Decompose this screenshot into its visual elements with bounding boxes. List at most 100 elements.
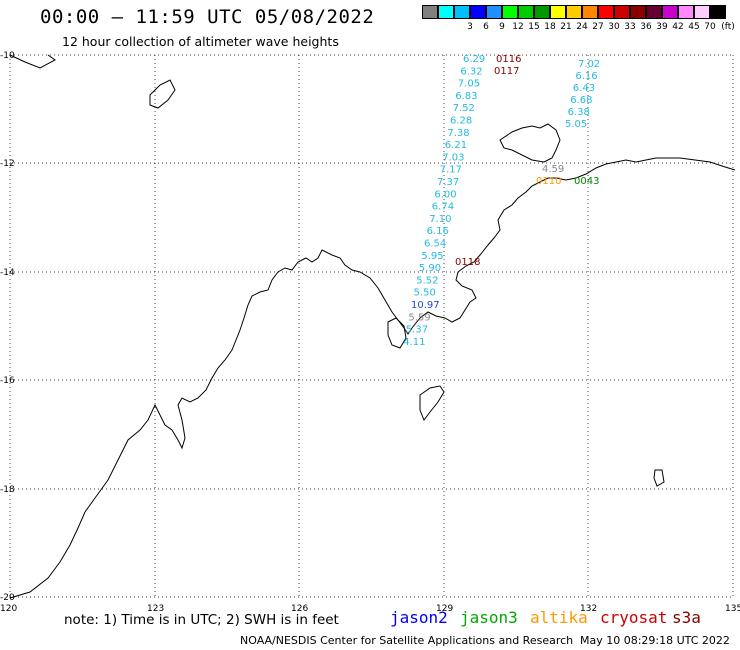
footer-credit: NOAA/NESDIS Center for Satellite Applica… (240, 634, 574, 647)
lon-tick-label: 129 (436, 604, 453, 614)
wave-height-label: 6.29 (463, 54, 485, 65)
legend-swatch (454, 5, 470, 19)
legend-swatch (662, 5, 678, 19)
lat-tick-label: -20 (0, 593, 15, 603)
lat-tick-label: -10 (0, 51, 15, 61)
legend-swatch (598, 5, 614, 19)
wave-height-label: 5.05 (565, 119, 587, 130)
satellite-name-jason2: jason2 (390, 608, 448, 627)
lon-tick-label: 120 (0, 604, 17, 614)
wave-height-label: 5.95 (421, 251, 443, 262)
wave-height-label: 6.00 (434, 189, 456, 200)
chart-subtitle: 12 hour collection of altimeter wave hei… (62, 34, 339, 49)
altika-label-1: 4.59 (542, 164, 564, 175)
wave-height-label: 5.59 (408, 312, 430, 323)
wave-height-label: 7.05 (458, 79, 480, 90)
lat-tick-label: -14 (0, 268, 15, 278)
altika-label-2: 0110 (536, 176, 561, 187)
lon-tick-label: 126 (291, 604, 308, 614)
wave-height-label: 5.37 (406, 325, 428, 336)
legend-label: 36 (640, 22, 652, 32)
legend-swatch (630, 5, 646, 19)
wave-height-label: 5.50 (414, 288, 436, 299)
legend-swatch (710, 5, 726, 19)
wave-height-label: 7.38 (447, 128, 469, 139)
wave-height-label: 6.16 (427, 226, 449, 237)
legend-swatch (582, 5, 598, 19)
wave-height-label: 7.02 (578, 59, 600, 70)
cryosat-labels: 0116 0117 0118 (455, 54, 521, 268)
wave-height-label: 6.74 (432, 202, 454, 213)
lat-tick-label: -16 (0, 376, 15, 386)
legend-label: 3 (467, 22, 473, 32)
legend-swatch (470, 5, 486, 19)
legend-label: 12 (512, 22, 524, 32)
wave-height-label: 6.32 (460, 66, 482, 77)
wave-height-label: 5.90 (419, 263, 441, 274)
legend-label: 42 (672, 22, 684, 32)
wave-track-2-labels: 7.026.166.436.686.385.05 (565, 59, 600, 130)
satellite-name-s3a: s3a (672, 608, 701, 627)
wave-height-label: 4.11 (403, 337, 425, 348)
legend-label: 45 (688, 22, 700, 32)
legend-label: 21 (560, 22, 572, 32)
wave-height-label: 7.17 (440, 165, 462, 176)
legend-swatch (550, 5, 566, 19)
wave-height-label: 10.97 (411, 300, 440, 311)
wave-height-label: 6.54 (424, 239, 446, 250)
chart-title: 00:00 – 11:59 UTC 05/08/2022 (40, 6, 375, 28)
wave-height-label: 6.28 (450, 116, 472, 127)
axis-labels: 120 123 126 129 132 135 -10 -12 -14 -16 -18 -20 (0, 51, 740, 614)
legend-swatch (614, 5, 630, 19)
wave-height-label: 6.16 (575, 71, 597, 82)
footer-timestamp: May 10 08:29:18 UTC 2022 (580, 634, 730, 647)
wave-height-label: 5.52 (416, 275, 438, 286)
lon-tick-label: 132 (580, 604, 597, 614)
lat-tick-label: -12 (0, 159, 15, 169)
wave-height-label: 6.21 (445, 140, 467, 151)
legend-unit: (ft) (721, 22, 735, 32)
legend-label: 6 (483, 22, 489, 32)
legend-swatch (518, 5, 534, 19)
lon-tick-label: 123 (147, 604, 164, 614)
legend-swatch (486, 5, 502, 19)
legend-label: 39 (656, 22, 668, 32)
cryosat-label-0116: 0116 (496, 54, 521, 65)
satellite-name-jason3: jason3 (460, 608, 518, 627)
legend-label: 27 (592, 22, 604, 32)
satellite-name-cryosat: cryosat (600, 608, 668, 627)
legend-label: 18 (544, 22, 556, 32)
footer-note: note: 1) Time is in UTC; 2) SWH is in fe… (64, 612, 339, 628)
legend-swatch (534, 5, 550, 19)
legend-label: 9 (499, 22, 505, 32)
wave-height-label: 6.43 (573, 83, 595, 94)
wave-height-label: 7.52 (453, 103, 475, 114)
altika-labels: 4.59 0110 (536, 164, 564, 187)
wave-height-label: 6.38 (568, 107, 590, 118)
legend-label: 70 (704, 22, 716, 32)
lat-lon-grid (9, 54, 734, 598)
legend-label: 15 (528, 22, 540, 32)
wave-track-labels: 6.296.32 7.056.837.52 6.287.386.217.03 7.17… (403, 54, 485, 348)
cryosat-label-0118: 0118 (455, 257, 480, 268)
legend-swatch (694, 5, 710, 19)
wave-height-label: 6.68 (570, 95, 592, 106)
wave-height-label: 7.03 (442, 152, 464, 163)
lat-tick-label: -18 (0, 485, 15, 495)
legend-swatch (422, 5, 438, 19)
legend-swatch (678, 5, 694, 19)
satellite-name-altika: altika (530, 608, 588, 627)
wave-height-label: 7.10 (429, 214, 451, 225)
legend-swatch (566, 5, 582, 19)
wave-height-label: 7.37 (437, 177, 459, 188)
legend-swatch (502, 5, 518, 19)
coastline (9, 54, 736, 599)
legend-swatch (646, 5, 662, 19)
legend-label: 33 (624, 22, 636, 32)
cryosat-label-0117: 0117 (494, 66, 519, 77)
legend-label: 24 (576, 22, 588, 32)
lon-tick-label: 135 (725, 604, 740, 614)
legend-label: 30 (608, 22, 620, 32)
jason3-label: 0043 (574, 176, 599, 187)
